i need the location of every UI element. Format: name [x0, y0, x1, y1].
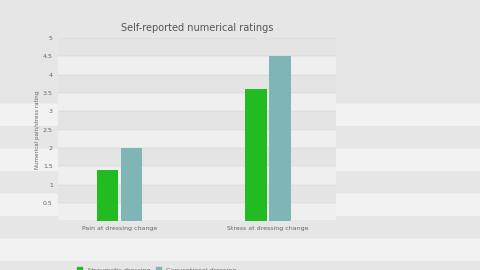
Bar — [0, 93, 420, 111]
Bar — [0, 148, 420, 166]
Legend: Atraumatic dressing, Conventional dressing: Atraumatic dressing, Conventional dressi… — [75, 265, 239, 270]
Bar — [0, 111, 420, 130]
Bar — [0, 130, 420, 148]
Bar — [0, 75, 420, 93]
Bar — [120, 148, 142, 221]
Bar — [0, 185, 420, 203]
Bar — [0, 38, 420, 56]
Bar — [0, 166, 420, 185]
Bar — [0, 203, 420, 221]
Bar — [269, 56, 291, 221]
Bar — [0, 56, 420, 75]
Bar — [97, 170, 119, 221]
Y-axis label: Numerical pain/stress rating: Numerical pain/stress rating — [35, 90, 40, 169]
Bar — [245, 89, 267, 221]
Title: Self-reported numerical ratings: Self-reported numerical ratings — [120, 23, 273, 33]
